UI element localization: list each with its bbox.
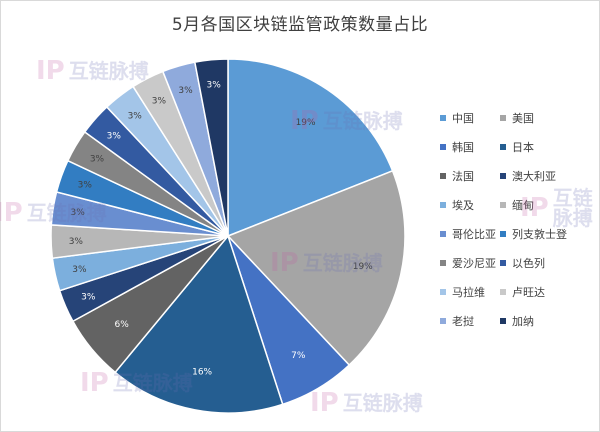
legend-item: 美国 <box>500 110 580 126</box>
slice-label-14: 3% <box>152 96 167 106</box>
legend-item: 马拉维 <box>440 284 500 300</box>
legend-label: 加纳 <box>512 315 534 328</box>
legend-swatch <box>500 260 506 266</box>
legend: 中国 美国韩国 日本法国 澳大利亚埃及 缅甸哥伦比亚 列支敦士登爱沙尼亚 以色列马拉维 卢旺达… <box>440 110 590 329</box>
legend-swatch <box>440 318 446 324</box>
legend-swatch <box>500 173 506 179</box>
legend-label: 哥伦比亚 <box>452 228 496 241</box>
legend-swatch <box>440 173 446 179</box>
legend-label: 列支敦士登 <box>512 228 567 241</box>
legend-item: 加纳 <box>500 313 580 329</box>
slice-label-1: 19% <box>296 118 316 128</box>
pie-slice-16 <box>193 58 229 237</box>
legend-item: 卢旺达 <box>500 284 580 300</box>
legend-swatch <box>500 289 506 295</box>
legend-swatch <box>500 318 506 324</box>
legend-item: 澳大利亚 <box>500 168 580 184</box>
legend-swatch <box>500 202 506 208</box>
slice-label-4: 16% <box>192 368 212 378</box>
legend-label: 缅甸 <box>512 199 534 212</box>
legend-label: 卢旺达 <box>512 286 545 299</box>
legend-label: 韩国 <box>452 141 474 154</box>
legend-label: 澳大利亚 <box>512 170 556 183</box>
slice-label-7: 3% <box>72 265 87 275</box>
legend-swatch <box>500 144 506 150</box>
pie-slice-2 <box>226 169 406 367</box>
slice-label-11: 3% <box>90 155 105 165</box>
slice-label-6: 3% <box>81 292 96 302</box>
chart-title: 5月各国区块链监管政策数量占比 <box>171 15 429 35</box>
legend-swatch <box>500 231 506 237</box>
legend-item: 日本 <box>500 139 580 155</box>
pie-slice-1 <box>227 58 394 238</box>
legend-label: 日本 <box>512 141 534 154</box>
slice-label-10: 3% <box>78 180 93 190</box>
legend-item: 老挝 <box>440 313 500 329</box>
legend-item: 爱沙尼亚 <box>440 255 500 271</box>
legend-label: 中国 <box>452 112 474 125</box>
legend-label: 老挝 <box>452 315 474 328</box>
pie-slice-4 <box>114 234 284 414</box>
legend-swatch <box>440 231 446 237</box>
legend-item: 中国 <box>440 110 500 126</box>
legend-swatch <box>440 289 446 295</box>
legend-item: 哥伦比亚 <box>440 226 500 242</box>
legend-item: 列支敦士登 <box>500 226 580 242</box>
slice-label-8: 3% <box>69 237 84 247</box>
legend-item: 埃及 <box>440 197 500 213</box>
legend-swatch <box>500 115 506 121</box>
legend-label: 马拉维 <box>452 286 485 299</box>
legend-item: 缅甸 <box>500 197 580 213</box>
legend-label: 法国 <box>452 170 474 183</box>
slice-label-13: 3% <box>128 112 143 122</box>
slice-label-3: 7% <box>291 351 306 361</box>
legend-label: 爱沙尼亚 <box>452 257 496 270</box>
legend-label: 美国 <box>512 112 534 125</box>
legend-item: 以色列 <box>500 255 580 271</box>
slice-label-2: 19% <box>353 262 373 272</box>
legend-swatch <box>440 144 446 150</box>
legend-label: 以色列 <box>512 257 545 270</box>
slice-label-16: 3% <box>207 80 222 90</box>
legend-item: 韩国 <box>440 139 500 155</box>
slice-label-9: 3% <box>71 208 86 218</box>
legend-swatch <box>440 260 446 266</box>
slice-label-15: 3% <box>178 86 193 96</box>
slice-label-12: 3% <box>107 131 122 141</box>
legend-item: 法国 <box>440 168 500 184</box>
legend-swatch <box>440 202 446 208</box>
legend-swatch <box>440 115 446 121</box>
legend-label: 埃及 <box>452 199 474 212</box>
slice-label-5: 6% <box>114 320 129 330</box>
